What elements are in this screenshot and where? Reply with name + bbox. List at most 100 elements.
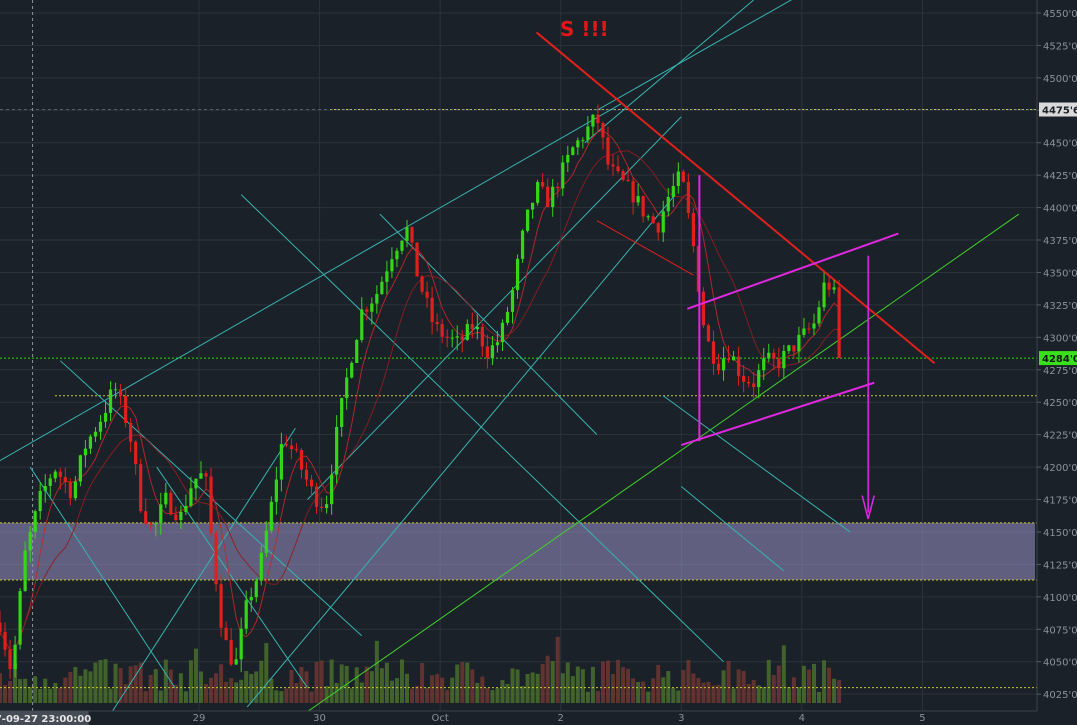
volume-bar bbox=[93, 662, 98, 703]
candle-body bbox=[314, 486, 319, 507]
volume-bar bbox=[580, 669, 585, 703]
volume-bar bbox=[681, 670, 686, 703]
candle-body bbox=[149, 523, 153, 525]
candle-body bbox=[515, 258, 520, 291]
volume-bar bbox=[460, 661, 465, 703]
time-axis[interactable]: 29 30 Oct 2 3 4 5 bbox=[0, 710, 1077, 725]
candle-body bbox=[475, 326, 479, 330]
candle-body bbox=[420, 276, 424, 292]
volume-bar bbox=[535, 673, 540, 703]
channel-line bbox=[584, 0, 754, 144]
volume-bar bbox=[153, 669, 158, 703]
volume-bar bbox=[23, 678, 28, 703]
volume-bar bbox=[274, 690, 279, 703]
candle-body bbox=[797, 334, 801, 352]
candle-body bbox=[596, 114, 600, 123]
volume-bar bbox=[600, 661, 605, 703]
candle-body bbox=[164, 492, 168, 505]
support-zone-band bbox=[0, 522, 1035, 580]
candle-body bbox=[480, 326, 484, 347]
candle-body bbox=[355, 340, 359, 363]
price-tick-label: 4525'0 bbox=[1043, 41, 1077, 52]
volume-bar bbox=[128, 666, 133, 703]
candle-body bbox=[450, 337, 454, 339]
volume-bar bbox=[641, 681, 646, 703]
volume-bar bbox=[148, 675, 153, 703]
cursor-date-label: 2017-09-27 23:00:00 bbox=[0, 714, 91, 725]
candle-body bbox=[58, 471, 62, 478]
volume-bar bbox=[168, 669, 173, 703]
volume-bar bbox=[570, 676, 575, 703]
volume-bar bbox=[118, 668, 123, 703]
volume-bar bbox=[631, 678, 636, 703]
volume-bar bbox=[88, 671, 93, 703]
candle-body bbox=[546, 186, 550, 208]
flag-pattern bbox=[680, 175, 899, 520]
support-zone bbox=[0, 522, 1035, 580]
volume-bar bbox=[415, 685, 420, 703]
candle-body bbox=[536, 182, 540, 203]
volume-bar bbox=[58, 687, 63, 703]
candle-body bbox=[802, 328, 806, 335]
volume-bar bbox=[279, 691, 284, 703]
candle-body bbox=[435, 322, 439, 325]
candle-body bbox=[209, 476, 213, 533]
candle-body bbox=[721, 358, 726, 371]
volume-bar bbox=[621, 667, 626, 703]
volume-bar bbox=[545, 655, 550, 703]
volume-bar bbox=[234, 682, 239, 703]
candle-body bbox=[395, 250, 399, 260]
candle-body bbox=[340, 398, 344, 427]
annotation-text: S !!! bbox=[560, 17, 609, 41]
volume-bar bbox=[219, 664, 224, 703]
candle-body bbox=[671, 185, 675, 197]
candle-body bbox=[23, 550, 27, 592]
volume-bar bbox=[18, 679, 23, 703]
candle-body bbox=[742, 375, 746, 382]
current-price-tag: 4284'0 bbox=[1042, 354, 1077, 365]
candle-body bbox=[83, 448, 88, 456]
price-tick-label: 4050'0 bbox=[1043, 658, 1077, 669]
volume-bar bbox=[605, 660, 610, 703]
candle-body bbox=[405, 227, 409, 241]
time-tick-label: 5 bbox=[919, 713, 925, 724]
candle-body bbox=[425, 291, 429, 298]
volume-bar bbox=[379, 668, 384, 703]
candle-body bbox=[169, 492, 173, 515]
volume-bar bbox=[364, 666, 369, 703]
volume-bar bbox=[771, 674, 776, 703]
price-tick-label: 4325'0 bbox=[1043, 301, 1077, 312]
volume-bar bbox=[249, 674, 254, 703]
volume-bar bbox=[259, 660, 264, 703]
candle-body bbox=[330, 474, 334, 505]
candle-body bbox=[269, 501, 273, 531]
candle-body bbox=[520, 230, 525, 259]
volume-bar bbox=[173, 684, 178, 703]
candle-body bbox=[174, 514, 178, 521]
volume-bar bbox=[485, 687, 490, 703]
candle-body bbox=[581, 140, 585, 142]
candle-body bbox=[360, 309, 364, 341]
candle-body bbox=[189, 488, 193, 506]
flag-upper-line bbox=[686, 232, 899, 310]
volume-bar bbox=[817, 691, 822, 703]
time-axis-background bbox=[0, 711, 1077, 725]
candle-body bbox=[415, 242, 419, 277]
candle-body bbox=[274, 479, 278, 502]
volume-bar bbox=[611, 673, 616, 703]
candle-body bbox=[616, 166, 620, 172]
candle-body bbox=[460, 336, 464, 340]
candle-body bbox=[822, 282, 826, 308]
candle-body bbox=[495, 342, 500, 346]
time-tick-label: 3 bbox=[678, 713, 684, 724]
volume-bar bbox=[103, 659, 108, 703]
horizontal-levels bbox=[0, 109, 1037, 689]
volume-bar bbox=[309, 691, 314, 703]
volume-bar bbox=[53, 682, 58, 703]
candle-body bbox=[93, 431, 98, 437]
volume-bar bbox=[163, 659, 168, 703]
candle-body bbox=[350, 362, 354, 378]
candle-body bbox=[113, 389, 118, 391]
candle-body bbox=[586, 126, 590, 141]
